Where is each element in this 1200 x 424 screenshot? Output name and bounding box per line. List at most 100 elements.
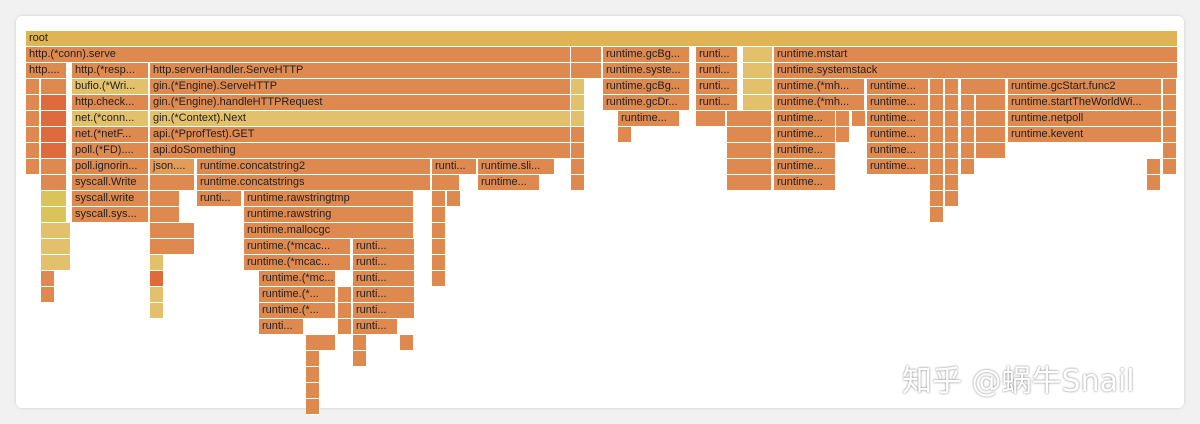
flame-frame[interactable]: runti...	[353, 255, 415, 271]
flame-frame-unlabeled[interactable]	[930, 95, 944, 111]
flame-frame-unlabeled[interactable]	[150, 287, 164, 303]
flame-frame[interactable]: runtime.kevent	[1008, 127, 1162, 143]
flame-frame[interactable]: runtime.(*mcac...	[244, 255, 351, 271]
flame-frame[interactable]: runtime.gcBg...	[603, 79, 690, 95]
flame-frame-unlabeled[interactable]	[41, 175, 67, 191]
flame-frame-unlabeled[interactable]	[945, 111, 959, 127]
flame-frame[interactable]: runtime.rawstringtmp	[244, 191, 414, 207]
flame-frame[interactable]: http.(*resp...	[72, 63, 149, 79]
flame-frame-unlabeled[interactable]	[571, 47, 602, 63]
flame-frame-unlabeled[interactable]	[1163, 79, 1177, 95]
flame-frame-unlabeled[interactable]	[743, 95, 773, 111]
flame-frame-unlabeled[interactable]	[571, 127, 585, 143]
flame-frame-unlabeled[interactable]	[1147, 159, 1161, 175]
flame-frame-unlabeled[interactable]	[961, 111, 975, 127]
flame-frame[interactable]: runti...	[197, 191, 242, 207]
flame-frame-unlabeled[interactable]	[26, 143, 40, 159]
flame-frame-unlabeled[interactable]	[26, 159, 40, 175]
flame-frame-unlabeled[interactable]	[432, 223, 446, 239]
flame-frame-unlabeled[interactable]	[41, 143, 67, 159]
flame-frame-unlabeled[interactable]	[41, 271, 55, 287]
flame-frame-unlabeled[interactable]	[727, 111, 772, 127]
flame-frame[interactable]: api.doSomething	[150, 143, 571, 159]
flame-frame-unlabeled[interactable]	[400, 335, 414, 351]
flame-frame-unlabeled[interactable]	[727, 127, 772, 143]
flame-frame-unlabeled[interactable]	[26, 79, 40, 95]
flame-frame[interactable]: runtime.mallocgc	[244, 223, 414, 239]
flame-frame-unlabeled[interactable]	[150, 191, 180, 207]
flame-frame-unlabeled[interactable]	[26, 111, 40, 127]
flame-frame-unlabeled[interactable]	[571, 79, 585, 95]
flame-frame-unlabeled[interactable]	[852, 111, 866, 127]
flame-frame-unlabeled[interactable]	[930, 79, 944, 95]
flame-frame[interactable]: poll.(*FD)....	[72, 143, 149, 159]
flame-frame[interactable]: runtime...	[867, 159, 929, 175]
flame-frame-unlabeled[interactable]	[150, 175, 195, 191]
flame-frame-unlabeled[interactable]	[836, 127, 850, 143]
flame-frame[interactable]: net.(*netF...	[72, 127, 149, 143]
flame-frame[interactable]: http.check...	[72, 95, 149, 111]
flame-frame-unlabeled[interactable]	[945, 79, 959, 95]
flame-frame[interactable]: runtime.(*mcac...	[244, 239, 351, 255]
flame-frame-unlabeled[interactable]	[945, 159, 959, 175]
flame-frame[interactable]: runtime.syste...	[603, 63, 690, 79]
flame-frame-unlabeled[interactable]	[930, 127, 944, 143]
flame-frame-unlabeled[interactable]	[41, 159, 67, 175]
flame-frame[interactable]: runti...	[353, 239, 415, 255]
flame-frame-unlabeled[interactable]	[41, 255, 71, 271]
flame-frame[interactable]: json....	[150, 159, 195, 175]
flame-frame-unlabeled[interactable]	[1147, 175, 1161, 191]
flame-frame-unlabeled[interactable]	[961, 143, 975, 159]
flame-frame[interactable]: runtime...	[867, 95, 929, 111]
flame-frame[interactable]: http.serverHandler.ServeHTTP	[150, 63, 571, 79]
flame-frame-unlabeled[interactable]	[306, 335, 336, 351]
flame-frame-unlabeled[interactable]	[961, 95, 975, 111]
flame-frame-unlabeled[interactable]	[1163, 95, 1177, 111]
flame-frame[interactable]: runtime.gcBg...	[603, 47, 690, 63]
flame-frame[interactable]: http....	[26, 63, 67, 79]
flame-frame[interactable]: gin.(*Engine).ServeHTTP	[150, 79, 571, 95]
flame-frame[interactable]: runtime...	[867, 111, 929, 127]
flame-frame[interactable]: runtime.gcDr...	[603, 95, 690, 111]
flame-frame-unlabeled[interactable]	[41, 223, 71, 239]
flame-frame-unlabeled[interactable]	[571, 175, 585, 191]
flame-frame[interactable]: runti...	[353, 319, 398, 335]
flame-frame[interactable]: runti...	[259, 319, 304, 335]
flame-frame[interactable]: runti...	[696, 63, 738, 79]
flame-frame[interactable]: runti...	[696, 95, 738, 111]
flame-frame[interactable]: runtime...	[478, 175, 540, 191]
flame-frame-unlabeled[interactable]	[945, 95, 959, 111]
flame-frame-unlabeled[interactable]	[41, 239, 71, 255]
flame-frame[interactable]: runtime.mstart	[774, 47, 1178, 63]
flame-frame-unlabeled[interactable]	[930, 207, 944, 223]
flame-frame[interactable]: gin.(*Context).Next	[150, 111, 571, 127]
flame-frame[interactable]: poll.ignorin...	[72, 159, 149, 175]
flame-frame-unlabeled[interactable]	[571, 63, 602, 79]
flame-frame[interactable]: root	[26, 31, 1178, 47]
flame-frame[interactable]: runtime...	[867, 127, 929, 143]
flame-frame[interactable]: runti...	[353, 303, 415, 319]
flame-frame-unlabeled[interactable]	[26, 127, 40, 143]
flame-frame[interactable]: syscall.Write	[72, 175, 149, 191]
flame-frame[interactable]: syscall.sys...	[72, 207, 149, 223]
flame-frame[interactable]: syscall.write	[72, 191, 149, 207]
flame-frame-unlabeled[interactable]	[1163, 143, 1177, 159]
flame-frame-unlabeled[interactable]	[976, 143, 1006, 159]
flame-frame-unlabeled[interactable]	[150, 207, 180, 223]
flame-frame-unlabeled[interactable]	[432, 207, 446, 223]
flame-frame-unlabeled[interactable]	[150, 255, 164, 271]
flame-frame[interactable]: runtime.rawstring	[244, 207, 414, 223]
flame-frame-unlabeled[interactable]	[41, 111, 67, 127]
flame-frame[interactable]: net.(*conn...	[72, 111, 149, 127]
flame-frame[interactable]: runtime.gcStart.func2	[1008, 79, 1162, 95]
flame-frame-unlabeled[interactable]	[696, 111, 726, 127]
flame-frame[interactable]: runti...	[696, 47, 738, 63]
flame-frame-unlabeled[interactable]	[432, 239, 446, 255]
flame-frame-unlabeled[interactable]	[1163, 127, 1177, 143]
flame-frame[interactable]: runti...	[353, 287, 415, 303]
flame-frame-unlabeled[interactable]	[306, 367, 320, 383]
flame-frame-unlabeled[interactable]	[727, 159, 772, 175]
flame-frame-unlabeled[interactable]	[432, 271, 446, 287]
flame-frame[interactable]: runtime...	[774, 143, 836, 159]
flame-frame[interactable]: runtime...	[774, 111, 836, 127]
